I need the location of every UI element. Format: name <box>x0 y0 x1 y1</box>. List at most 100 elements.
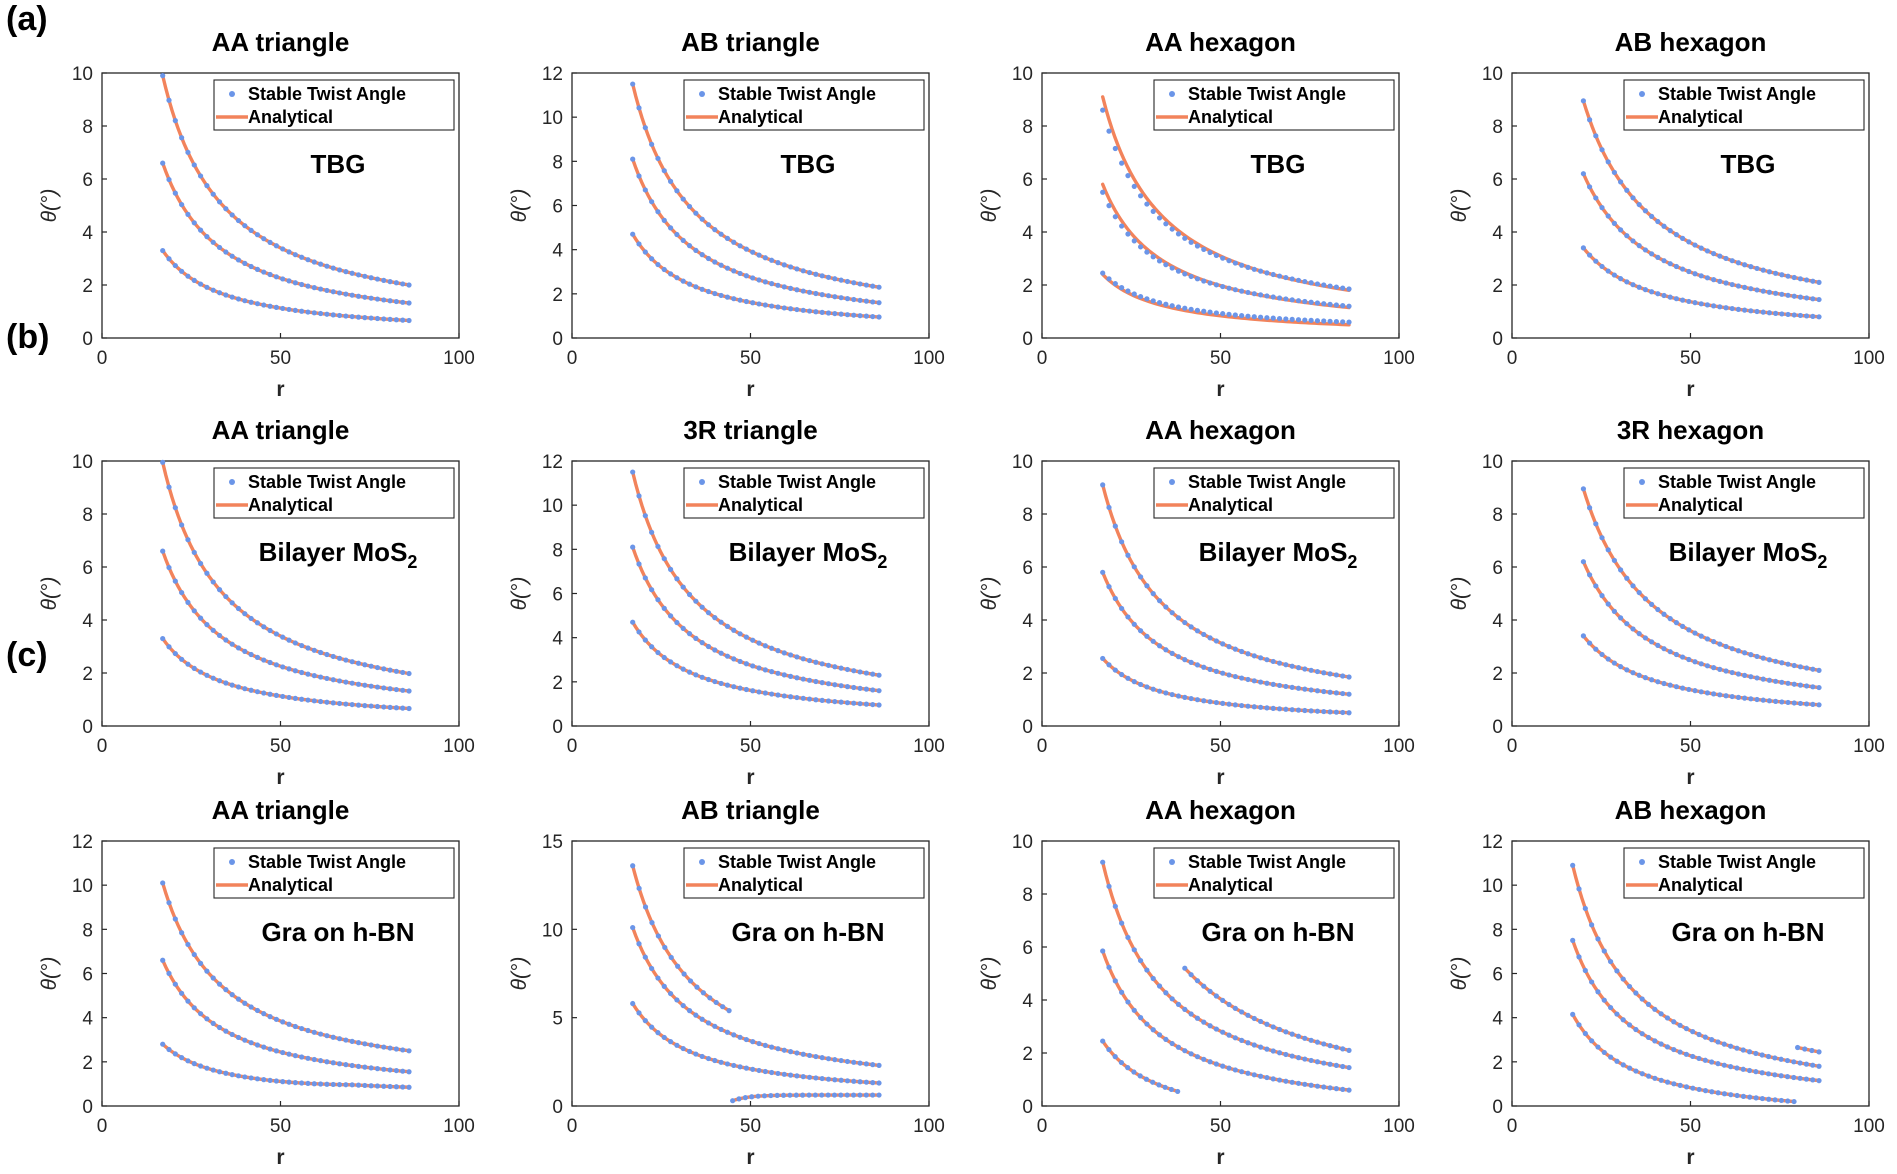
stable-twist-angle-point <box>368 275 374 281</box>
stable-twist-angle-point <box>197 560 204 567</box>
stable-twist-angle-point <box>1627 1065 1633 1071</box>
stable-twist-angle-point <box>1340 1046 1346 1052</box>
stable-twist-angle-point <box>1655 642 1661 649</box>
stable-twist-angle-point <box>743 634 749 640</box>
x-axis-label: r <box>276 766 284 789</box>
stable-twist-angle-point <box>406 688 412 694</box>
stable-twist-angle-point <box>825 274 832 280</box>
stable-twist-angle-point <box>1346 286 1352 292</box>
stable-twist-angle-point <box>1207 1059 1213 1065</box>
stable-twist-angle-point <box>1100 948 1106 954</box>
stable-twist-angle-point <box>1773 658 1779 664</box>
stable-twist-angle-point <box>1112 978 1118 984</box>
stable-twist-angle-point <box>863 686 869 692</box>
analytical-line-1 <box>1100 483 1351 679</box>
stable-twist-angle-point <box>712 1057 718 1064</box>
stable-twist-angle-point <box>1125 999 1131 1005</box>
y-tick-label: 0 <box>82 329 93 350</box>
stable-twist-angle-point <box>1784 1074 1791 1080</box>
stable-twist-angle-point <box>642 125 648 131</box>
stable-twist-angle-point <box>1207 699 1213 705</box>
stable-twist-angle-point <box>299 1080 305 1086</box>
stable-twist-angle-point <box>1220 641 1226 647</box>
stable-twist-angle-point <box>781 650 787 656</box>
stable-twist-angle-point <box>724 1029 731 1035</box>
stable-twist-angle-point <box>1156 215 1163 221</box>
stable-twist-angle-point <box>1683 1084 1690 1090</box>
stable-twist-angle-point <box>1816 314 1822 320</box>
stable-twist-angle-point <box>1156 1032 1163 1038</box>
stable-twist-angle-point <box>750 300 756 306</box>
stable-twist-angle-point <box>393 1067 399 1074</box>
y-tick-label: 0 <box>1022 1097 1033 1118</box>
stable-twist-angle-point <box>1580 633 1586 639</box>
stable-twist-angle-point <box>712 1023 718 1029</box>
stable-twist-angle-point <box>756 1067 762 1074</box>
stable-twist-angle-point <box>1295 1080 1302 1086</box>
stable-twist-angle-point <box>1729 281 1735 288</box>
stable-twist-angle-point <box>642 954 648 960</box>
stable-twist-angle-point <box>349 701 355 708</box>
stable-twist-angle-point <box>1276 1077 1283 1083</box>
stable-twist-angle-point <box>1182 965 1188 971</box>
stable-twist-angle-point <box>1760 288 1766 294</box>
stable-twist-angle-point <box>1257 268 1264 274</box>
stable-twist-angle-point <box>324 699 330 705</box>
stable-twist-angle-point <box>800 307 806 313</box>
stable-twist-angle-point <box>642 904 649 910</box>
y-tick-label: 2 <box>82 1053 93 1074</box>
stable-twist-angle-point <box>737 1064 743 1070</box>
stable-twist-angle-point <box>299 669 305 676</box>
stable-twist-angle-point <box>1119 605 1125 612</box>
stable-twist-angle-point <box>1652 1006 1658 1012</box>
stable-twist-angle-point <box>1607 958 1614 965</box>
stable-twist-angle-point <box>1614 968 1620 974</box>
stable-twist-angle-point <box>863 313 869 319</box>
stable-twist-angle-point <box>179 522 185 528</box>
stable-twist-angle-point <box>1605 656 1611 662</box>
stable-twist-angle-point <box>387 667 393 673</box>
material-annotation: Gra on h-BN <box>731 917 884 947</box>
stable-twist-angle-point <box>1112 595 1118 602</box>
stable-twist-angle-point <box>762 1068 768 1075</box>
stable-twist-angle-point <box>794 306 800 313</box>
stable-twist-angle-point <box>1673 296 1680 302</box>
stable-twist-angle-point <box>1106 276 1112 282</box>
stable-twist-angle-point <box>1201 698 1207 704</box>
stable-twist-angle-point <box>1182 694 1188 700</box>
stable-twist-angle-point <box>794 1073 800 1079</box>
stable-twist-angle-point <box>819 292 825 298</box>
stable-twist-angle-point <box>1283 1078 1289 1084</box>
stable-twist-angle-point <box>387 704 393 710</box>
stable-twist-angle-point <box>718 680 724 687</box>
stable-twist-angle-point <box>286 694 292 701</box>
stable-twist-angle-point <box>1779 679 1785 685</box>
stable-twist-angle-point <box>1207 249 1213 256</box>
stable-twist-angle-point <box>1131 1069 1137 1075</box>
stable-twist-angle-point <box>387 279 393 285</box>
analytical-line-4 <box>730 1093 881 1103</box>
stable-twist-angle-point <box>844 666 851 673</box>
stable-twist-angle-point <box>1232 702 1238 708</box>
stable-twist-angle-point <box>705 610 712 616</box>
stable-twist-angle-point <box>1804 295 1810 301</box>
stable-twist-angle-point <box>863 701 869 707</box>
stable-twist-angle-point <box>686 1008 693 1014</box>
stable-twist-angle-point <box>1295 1055 1302 1061</box>
stable-twist-angle-point <box>787 1092 793 1098</box>
stable-twist-angle-point <box>1232 1005 1238 1011</box>
stable-twist-angle-point <box>1213 668 1219 674</box>
stable-twist-angle-point <box>649 1024 655 1030</box>
analytical-line-1 <box>630 864 731 1013</box>
stable-twist-angle-point <box>662 944 668 951</box>
stable-twist-angle-point <box>1100 107 1106 113</box>
legend-label-line: Analytical <box>718 107 803 127</box>
stable-twist-angle-point <box>216 632 223 639</box>
stable-twist-angle-point <box>1333 672 1339 678</box>
stable-twist-angle-point <box>857 685 863 691</box>
y-axis-label: θ(°) <box>978 577 1001 611</box>
stable-twist-angle-point <box>705 255 712 262</box>
